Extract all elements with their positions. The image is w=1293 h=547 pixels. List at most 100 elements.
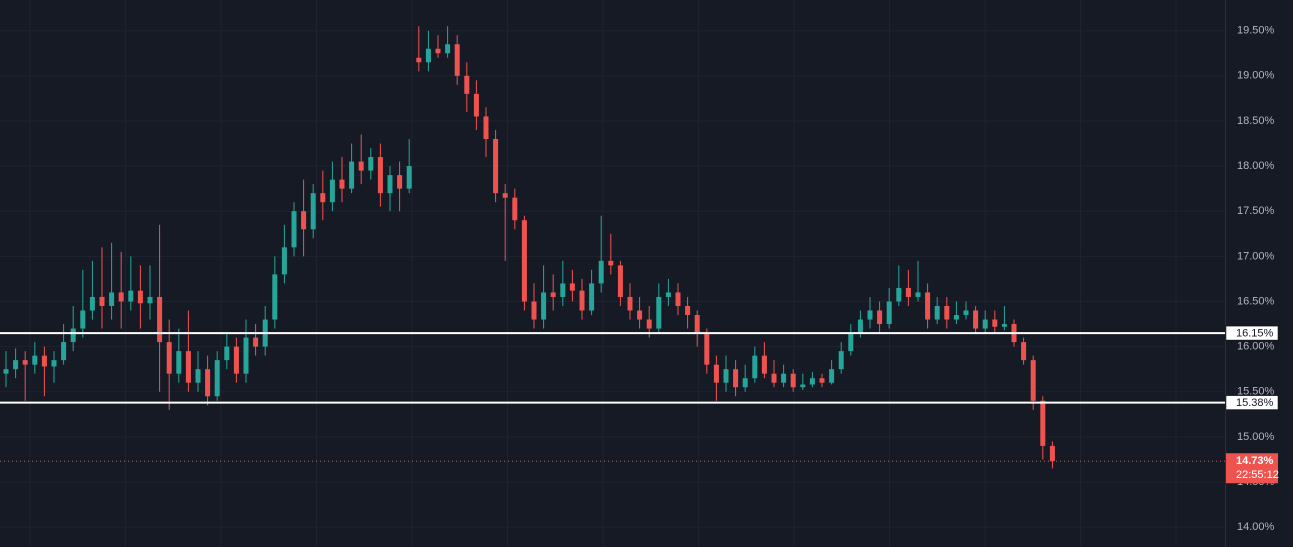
candle-body (358, 161, 364, 171)
candle-body (80, 310, 86, 329)
candle-body (598, 260, 604, 284)
candle-body (617, 265, 623, 297)
candle-body (896, 287, 902, 302)
candle-body (1030, 360, 1036, 401)
candle-body (800, 384, 806, 388)
candle-body (877, 310, 883, 325)
candle-body (656, 296, 662, 329)
y-tick-label: 14.00% (1237, 521, 1275, 533)
candle-body (1040, 400, 1046, 446)
candle-body (723, 369, 729, 383)
candle-body (291, 211, 297, 248)
candle-body (454, 44, 460, 76)
candle-body (329, 179, 335, 203)
candle-body (406, 166, 412, 189)
grid (0, 0, 1225, 547)
y-tick-label: 17.00% (1237, 250, 1275, 262)
candle-body (445, 44, 451, 54)
candle-body (425, 48, 431, 63)
candle-body (1049, 445, 1055, 462)
candle-body (733, 369, 739, 388)
y-tick-label: 18.00% (1237, 160, 1275, 172)
candle-body (1021, 342, 1027, 361)
y-tick-label: 16.00% (1237, 341, 1275, 353)
candle-body (109, 292, 115, 306)
candle-body (857, 319, 863, 334)
level-label: 16.15% (1236, 327, 1274, 339)
candle-body (915, 292, 921, 297)
candle-body (934, 305, 940, 320)
last-price-label: 14.73% (1236, 455, 1274, 467)
candle-body (1001, 324, 1007, 327)
candle-body (185, 351, 191, 383)
candle-body (473, 93, 479, 117)
candle-body (761, 355, 767, 374)
candle-body (387, 175, 393, 194)
candle-body (886, 301, 892, 325)
candle-body (397, 175, 403, 189)
candle-body (493, 139, 499, 194)
candle-body (157, 296, 163, 343)
candle-body (32, 355, 38, 365)
candle-body (848, 333, 854, 352)
candle-body (224, 346, 230, 361)
candle-body (214, 360, 220, 397)
candle-body (781, 373, 787, 383)
candle-body (521, 220, 527, 302)
candle-body (541, 292, 547, 320)
level-label-box (1225, 325, 1279, 341)
candle-body (944, 305, 950, 320)
candle-body (70, 328, 76, 343)
candle-body (13, 360, 19, 370)
candle-body (377, 157, 383, 194)
candle-body (281, 247, 287, 275)
candle-body (752, 355, 758, 379)
candle-body (771, 373, 777, 383)
candle-body (205, 369, 211, 397)
y-tick-label: 17.50% (1237, 205, 1275, 217)
candle-body (176, 351, 182, 374)
candle-body (963, 310, 969, 316)
candle-body (310, 193, 316, 230)
candle-body (416, 57, 422, 63)
candle-body (790, 373, 796, 388)
candle-body (819, 378, 825, 383)
candle-body (992, 319, 998, 327)
candle-body (685, 305, 691, 316)
candle-body (569, 283, 575, 291)
candle-body (742, 378, 748, 388)
level-label-box (1225, 395, 1279, 410)
candle-body (704, 333, 710, 365)
candle-body (512, 197, 518, 221)
candle-body (137, 290, 143, 304)
candle-body (368, 157, 374, 171)
candle-body (435, 48, 441, 54)
candle-body (905, 287, 911, 297)
candle-body (502, 193, 508, 198)
last-price-box (1226, 453, 1278, 484)
candle-body (128, 290, 134, 302)
countdown-label: 22:55:12 (1236, 469, 1279, 481)
candle-body (243, 337, 249, 374)
candle-body (99, 296, 105, 306)
candle-body (829, 369, 835, 383)
level-label: 15.38% (1236, 397, 1274, 409)
candle-body (713, 364, 719, 383)
candle-body (272, 274, 278, 320)
candle-body (51, 360, 57, 367)
candle-body (339, 179, 345, 189)
price-axis: 14.00%14.50%15.00%15.50%16.00%16.50%17.0… (1225, 25, 1279, 533)
candle-body (925, 292, 931, 320)
candle-body (464, 75, 470, 94)
candle-body (147, 296, 153, 304)
candle-body (579, 290, 585, 311)
candle-body (118, 292, 124, 302)
candle-body (589, 283, 595, 311)
candle-body (867, 310, 873, 320)
candle-body (233, 346, 239, 374)
candle-body (349, 161, 355, 189)
candle-body (627, 296, 633, 311)
y-tick-label: 15.50% (1237, 386, 1275, 398)
candle-body (89, 296, 95, 311)
